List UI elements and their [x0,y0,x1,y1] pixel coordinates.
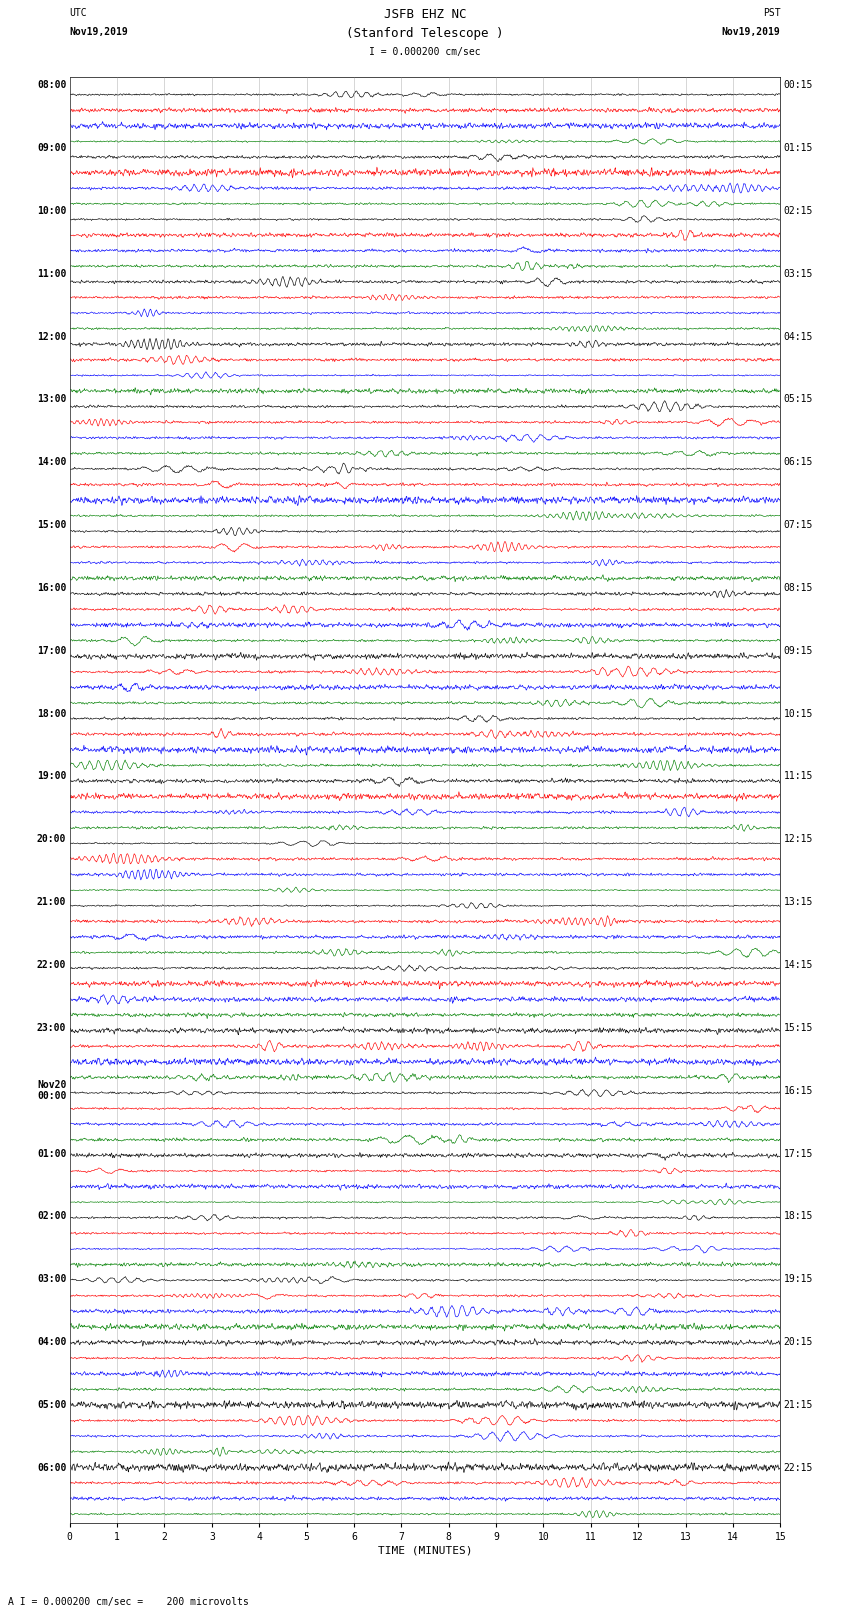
Text: 18:15: 18:15 [784,1211,813,1221]
Text: 03:15: 03:15 [784,269,813,279]
Text: 09:15: 09:15 [784,645,813,656]
Text: (Stanford Telescope ): (Stanford Telescope ) [346,27,504,40]
Text: 00:15: 00:15 [784,81,813,90]
Text: PST: PST [762,8,780,18]
Text: 05:00: 05:00 [37,1400,66,1410]
Text: 20:00: 20:00 [37,834,66,844]
Text: 16:00: 16:00 [37,582,66,594]
Text: 01:00: 01:00 [37,1148,66,1158]
Text: 12:00: 12:00 [37,332,66,342]
Text: 09:00: 09:00 [37,144,66,153]
Text: UTC: UTC [70,8,88,18]
Text: 05:15: 05:15 [784,395,813,405]
Text: 04:00: 04:00 [37,1337,66,1347]
Text: 15:15: 15:15 [784,1023,813,1032]
Text: 06:00: 06:00 [37,1463,66,1473]
Text: 02:15: 02:15 [784,206,813,216]
Text: 16:15: 16:15 [784,1086,813,1095]
Text: 03:00: 03:00 [37,1274,66,1284]
Text: 14:00: 14:00 [37,458,66,468]
Text: 02:00: 02:00 [37,1211,66,1221]
Text: 08:00: 08:00 [37,81,66,90]
Text: 13:15: 13:15 [784,897,813,907]
Text: 14:15: 14:15 [784,960,813,969]
Text: 07:15: 07:15 [784,519,813,531]
Text: 10:00: 10:00 [37,206,66,216]
Text: 15:00: 15:00 [37,519,66,531]
Text: 11:00: 11:00 [37,269,66,279]
Text: 17:15: 17:15 [784,1148,813,1158]
Text: 21:00: 21:00 [37,897,66,907]
Text: 11:15: 11:15 [784,771,813,781]
Text: 19:00: 19:00 [37,771,66,781]
Text: Nov20
00:00: Nov20 00:00 [37,1079,66,1102]
Text: 21:15: 21:15 [784,1400,813,1410]
Text: 06:15: 06:15 [784,458,813,468]
Text: Nov19,2019: Nov19,2019 [722,27,780,37]
Text: 12:15: 12:15 [784,834,813,844]
Text: 22:15: 22:15 [784,1463,813,1473]
Text: A I = 0.000200 cm/sec =    200 microvolts: A I = 0.000200 cm/sec = 200 microvolts [8,1597,249,1607]
Text: 22:00: 22:00 [37,960,66,969]
Text: 20:15: 20:15 [784,1337,813,1347]
Text: 13:00: 13:00 [37,395,66,405]
X-axis label: TIME (MINUTES): TIME (MINUTES) [377,1545,473,1557]
Text: I = 0.000200 cm/sec: I = 0.000200 cm/sec [369,47,481,56]
Text: 08:15: 08:15 [784,582,813,594]
Text: 04:15: 04:15 [784,332,813,342]
Text: JSFB EHZ NC: JSFB EHZ NC [383,8,467,21]
Text: 23:00: 23:00 [37,1023,66,1032]
Text: 01:15: 01:15 [784,144,813,153]
Text: 17:00: 17:00 [37,645,66,656]
Text: 18:00: 18:00 [37,708,66,719]
Text: 19:15: 19:15 [784,1274,813,1284]
Text: Nov19,2019: Nov19,2019 [70,27,128,37]
Text: 10:15: 10:15 [784,708,813,719]
